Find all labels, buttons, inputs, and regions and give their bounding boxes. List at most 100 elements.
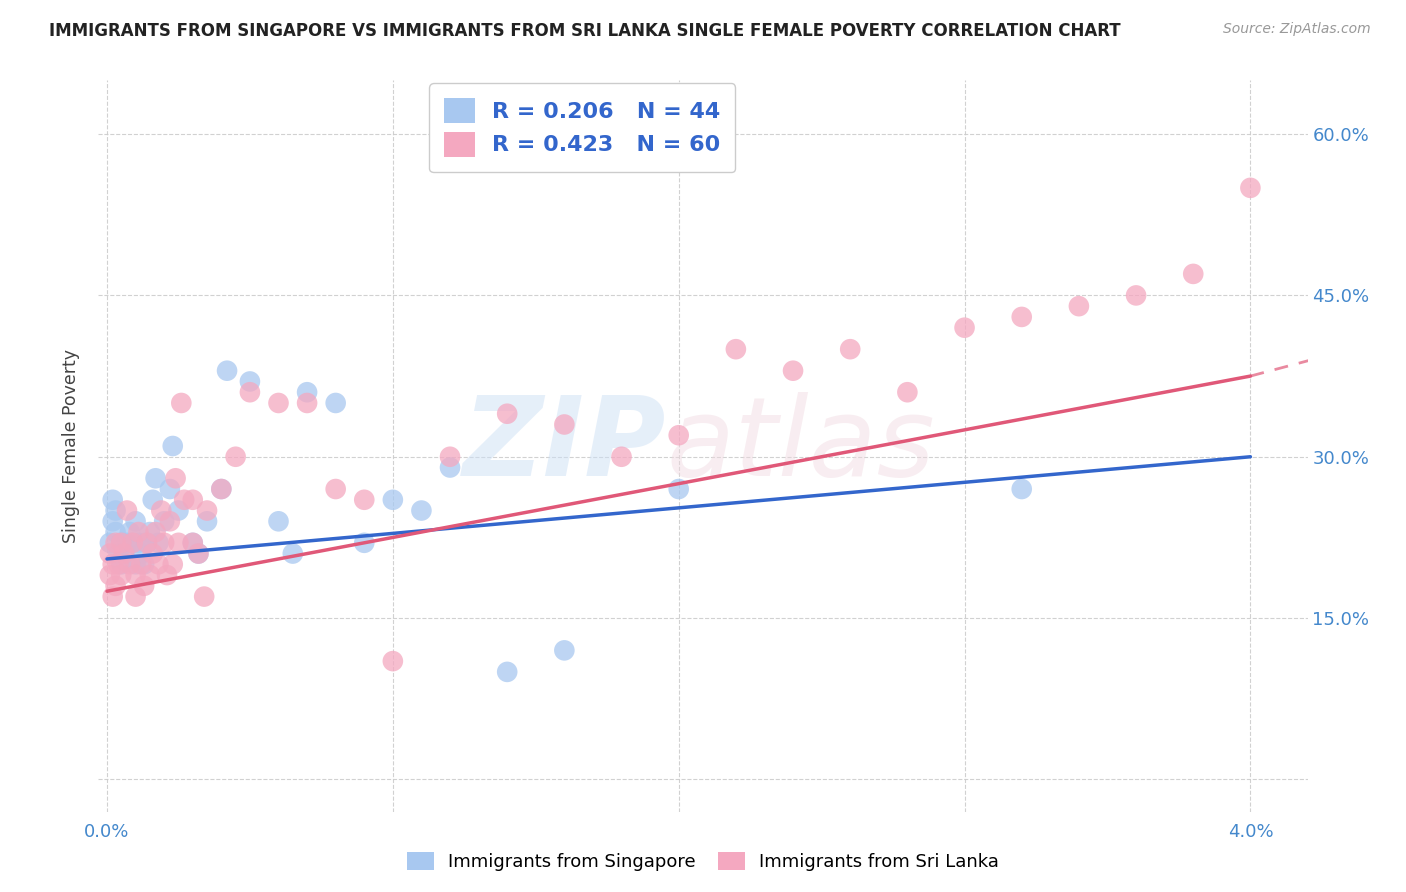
Point: [110, 558, 132, 572]
Point: [209, 482, 232, 496]
Point: [142, 492, 165, 507]
Point: [107, 558, 129, 572]
Point: [553, 643, 575, 657]
Point: [121, 536, 143, 550]
Point: [134, 579, 156, 593]
Point: [165, 471, 187, 485]
Point: [159, 482, 181, 496]
Point: [153, 514, 176, 528]
Point: [110, 536, 132, 550]
Point: [668, 482, 690, 496]
Point: [112, 547, 135, 561]
Point: [239, 375, 262, 389]
Point: [124, 568, 146, 582]
Point: [195, 514, 218, 528]
Point: [1125, 288, 1147, 302]
Legend: R = 0.206   N = 44, R = 0.423   N = 60: R = 0.206 N = 44, R = 0.423 N = 60: [429, 83, 735, 172]
Point: [148, 558, 170, 572]
Point: [782, 364, 804, 378]
Point: [118, 558, 141, 572]
Point: [145, 471, 167, 485]
Point: [896, 385, 918, 400]
Point: [107, 547, 129, 561]
Point: [104, 524, 127, 539]
Point: [325, 482, 347, 496]
Point: [142, 547, 165, 561]
Point: [98, 568, 121, 582]
Point: [668, 428, 690, 442]
Point: [439, 450, 461, 464]
Point: [127, 536, 149, 550]
Point: [496, 665, 519, 679]
Point: [724, 342, 747, 356]
Point: [353, 492, 375, 507]
Point: [145, 524, 167, 539]
Point: [187, 547, 209, 561]
Point: [193, 590, 215, 604]
Point: [953, 320, 976, 334]
Point: [1239, 181, 1261, 195]
Point: [153, 536, 176, 550]
Point: [353, 536, 375, 550]
Point: [1182, 267, 1205, 281]
Point: [1067, 299, 1090, 313]
Point: [129, 558, 152, 572]
Text: Source: ZipAtlas.com: Source: ZipAtlas.com: [1223, 22, 1371, 37]
Point: [150, 503, 173, 517]
Point: [101, 492, 124, 507]
Point: [411, 503, 433, 517]
Point: [101, 514, 124, 528]
Legend: Immigrants from Singapore, Immigrants from Sri Lanka: Immigrants from Singapore, Immigrants fr…: [399, 845, 1007, 879]
Point: [162, 439, 184, 453]
Point: [101, 558, 124, 572]
Point: [1011, 310, 1033, 324]
Point: [104, 579, 127, 593]
Point: [181, 492, 204, 507]
Point: [173, 492, 195, 507]
Point: [225, 450, 247, 464]
Point: [104, 536, 127, 550]
Point: [167, 536, 190, 550]
Point: [295, 385, 318, 400]
Point: [325, 396, 347, 410]
Point: [110, 536, 132, 550]
Text: IMMIGRANTS FROM SINGAPORE VS IMMIGRANTS FROM SRI LANKA SINGLE FEMALE POVERTY COR: IMMIGRANTS FROM SINGAPORE VS IMMIGRANTS …: [49, 22, 1121, 40]
Y-axis label: Single Female Poverty: Single Female Poverty: [62, 349, 80, 543]
Point: [167, 503, 190, 517]
Point: [110, 568, 132, 582]
Point: [115, 503, 138, 517]
Point: [136, 536, 159, 550]
Point: [439, 460, 461, 475]
Point: [159, 514, 181, 528]
Point: [124, 590, 146, 604]
Point: [134, 558, 156, 572]
Point: [181, 536, 204, 550]
Point: [148, 536, 170, 550]
Point: [112, 547, 135, 561]
Point: [101, 590, 124, 604]
Point: [239, 385, 262, 400]
Point: [129, 547, 152, 561]
Point: [170, 396, 193, 410]
Point: [156, 568, 179, 582]
Text: atlas: atlas: [666, 392, 935, 500]
Point: [195, 503, 218, 517]
Point: [215, 364, 238, 378]
Point: [553, 417, 575, 432]
Point: [496, 407, 519, 421]
Point: [281, 547, 304, 561]
Point: [115, 536, 138, 550]
Point: [162, 558, 184, 572]
Point: [139, 568, 162, 582]
Point: [104, 503, 127, 517]
Point: [267, 396, 290, 410]
Point: [209, 482, 232, 496]
Text: ZIP: ZIP: [463, 392, 666, 500]
Point: [118, 524, 141, 539]
Point: [121, 536, 143, 550]
Point: [381, 492, 404, 507]
Point: [127, 524, 149, 539]
Point: [136, 536, 159, 550]
Point: [124, 558, 146, 572]
Point: [610, 450, 633, 464]
